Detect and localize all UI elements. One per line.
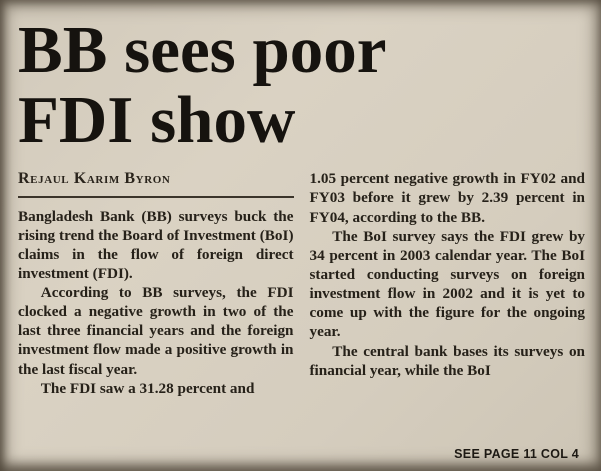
paragraph: According to BB surveys, the FDI clocked…	[18, 284, 294, 378]
byline: Rejaul Karim Byron	[18, 170, 171, 188]
headline-line-1: BB sees poor	[18, 13, 387, 87]
paragraph: 1.05 percent negative growth in FY02 and…	[309, 170, 586, 226]
article-body: Rejaul Karim Byron Bangladesh Bank (BB) …	[18, 169, 585, 398]
headline-line-2: FDI show	[18, 82, 296, 157]
paragraph: The FDI saw a 31.28 percent and	[40, 379, 255, 397]
article-column-left: Rejaul Karim Byron Bangladesh Bank (BB) …	[18, 169, 294, 398]
paragraph: Bangladesh Bank (BB) surveys buck the ri…	[18, 207, 294, 282]
article-column-right: 1.05 percent negative growth in FY02 and…	[310, 169, 586, 398]
paragraph: The central bank bases its surveys on fi…	[309, 342, 586, 379]
byline-rule	[18, 195, 294, 198]
continuation-note: SEE PAGE 11 COL 4	[454, 447, 579, 461]
paragraph: The BoI survey says the FDI grew by 34 p…	[309, 227, 586, 341]
headline: BB sees poor FDI show	[18, 10, 585, 169]
